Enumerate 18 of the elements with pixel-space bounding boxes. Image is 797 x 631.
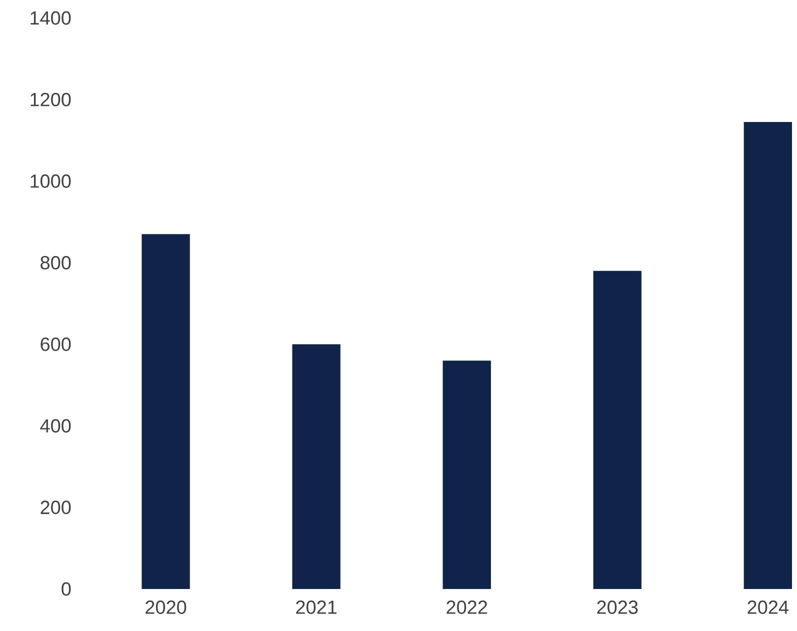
x-tick-label: 2022 bbox=[446, 600, 488, 614]
bar bbox=[292, 344, 340, 589]
y-tick-label: 1400 bbox=[30, 11, 71, 25]
y-tick-label: 200 bbox=[40, 500, 71, 514]
x-tick-label: 2021 bbox=[296, 600, 337, 614]
bar bbox=[142, 234, 190, 589]
bar bbox=[744, 122, 792, 589]
bar bbox=[442, 360, 491, 589]
y-tick-label: 0 bbox=[62, 582, 71, 596]
x-tick-label: 2023 bbox=[597, 600, 638, 614]
y-tick-label: 1000 bbox=[30, 174, 71, 188]
y-tick-label: 400 bbox=[40, 419, 71, 433]
bar bbox=[593, 270, 642, 589]
y-tick-label: 600 bbox=[40, 338, 71, 351]
x-tick-label: 2024 bbox=[748, 600, 788, 614]
y-tick-label: 800 bbox=[40, 256, 71, 270]
y-tick-label: 1200 bbox=[30, 92, 71, 106]
x-tick-label: 2020 bbox=[146, 600, 186, 614]
